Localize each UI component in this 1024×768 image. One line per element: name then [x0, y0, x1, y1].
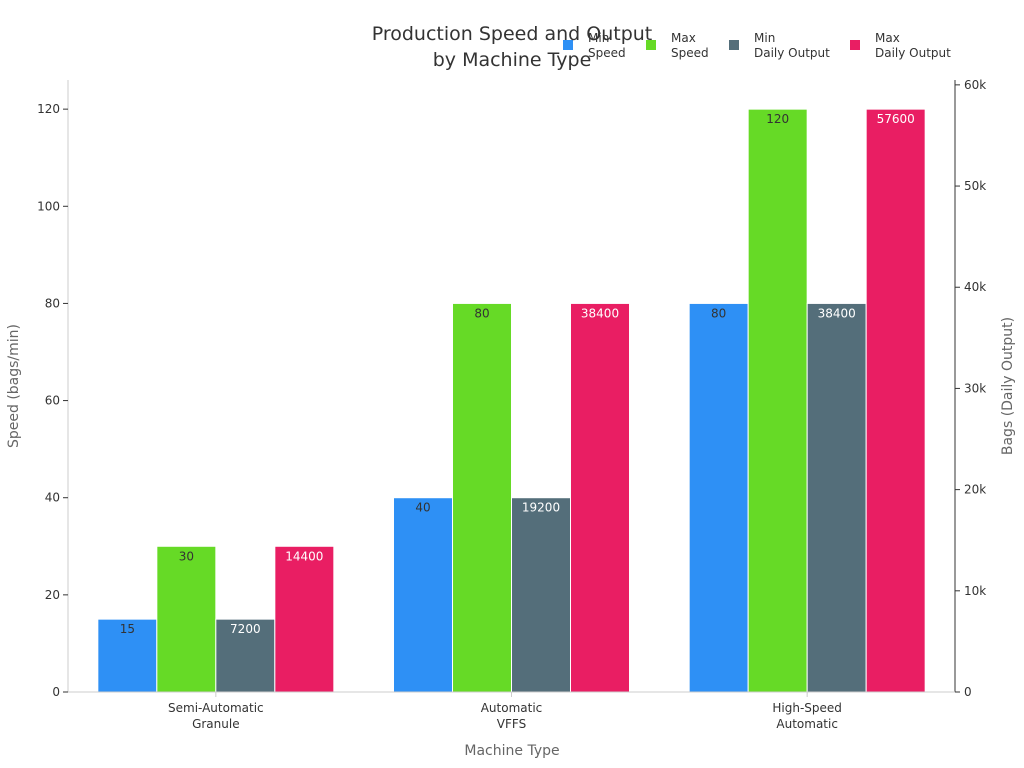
y-left-tick-label: 80 [45, 296, 60, 310]
y-right-tick-label: 0 [964, 685, 972, 699]
bar [570, 302, 630, 693]
legend-swatch [729, 40, 739, 50]
y-left-tick-label: 100 [37, 199, 60, 213]
bar-data-label: 38400 [818, 306, 856, 320]
x-axis-title: Machine Type [464, 743, 559, 759]
bar-data-label: 80 [711, 306, 726, 320]
y-left-tick-label: 40 [45, 491, 60, 505]
bar [393, 497, 453, 693]
bar-data-label: 38400 [581, 306, 619, 320]
y-right-tick-label: 50k [964, 179, 986, 193]
bars-layer: 15 30 7200 14400 40 80 19200 38400 80 120 38400 576… [97, 108, 926, 693]
legend-label: Min [754, 31, 775, 45]
y-left-tick-label: 60 [45, 394, 60, 408]
x-tick-label: Automatic [776, 717, 838, 731]
legend-label: Min [588, 31, 609, 45]
legend-label: Daily Output [875, 46, 951, 60]
legend-label: Max [875, 31, 900, 45]
bar-data-label: 80 [474, 306, 489, 320]
legend-label: Speed [588, 46, 626, 60]
y-right-tick-label: 10k [964, 584, 986, 598]
y-right-tick-label: 60k [964, 78, 986, 92]
y-right-tick-label: 20k [964, 483, 986, 497]
bar [452, 302, 512, 693]
bar-data-label: 15 [120, 622, 135, 636]
legend-swatch [646, 40, 656, 50]
bar-data-label: 30 [179, 549, 194, 563]
y-left-tick-label: 0 [52, 685, 60, 699]
bar [747, 108, 808, 693]
x-tick-label: Granule [192, 717, 240, 731]
legend-swatch [563, 40, 573, 50]
bar [511, 497, 571, 693]
bar [97, 618, 158, 693]
y-right-tick-label: 40k [964, 280, 986, 294]
bar [215, 618, 276, 693]
axes-layer: Semi-Automatic Granule Automatic VFFS High-S… [37, 78, 986, 731]
bar [156, 545, 217, 693]
bar-data-label: 120 [766, 112, 789, 126]
x-tick-label: High-Speed [772, 701, 842, 715]
bar [274, 545, 335, 693]
y-left-tick-label: 120 [37, 102, 60, 116]
y-axis-right-title: Bags (Daily Output) [1000, 317, 1016, 455]
y-left-tick-label: 20 [45, 588, 60, 602]
chart-title-line-2: by Machine Type [433, 49, 592, 71]
y-right-tick-label: 30k [964, 381, 986, 395]
bar-data-label: 40 [415, 501, 430, 515]
bar-data-label: 7200 [230, 622, 261, 636]
legend-swatch [850, 40, 860, 50]
legend-label: Speed [671, 46, 709, 60]
y-axis-left-title: Speed (bags/min) [6, 324, 22, 448]
x-tick-label: Semi-Automatic [168, 701, 264, 715]
chart-title-line-1: Production Speed and Output [372, 23, 653, 45]
bar [806, 302, 867, 693]
bar-data-label: 19200 [522, 501, 560, 515]
legend-label: Max [671, 31, 696, 45]
x-tick-label: VFFS [497, 717, 526, 731]
bar [688, 302, 749, 693]
bar-data-label: 14400 [285, 549, 323, 563]
bar [865, 108, 926, 693]
legend-label: Daily Output [754, 46, 830, 60]
bar-data-label: 57600 [877, 112, 915, 126]
x-tick-label: Automatic [481, 701, 543, 715]
